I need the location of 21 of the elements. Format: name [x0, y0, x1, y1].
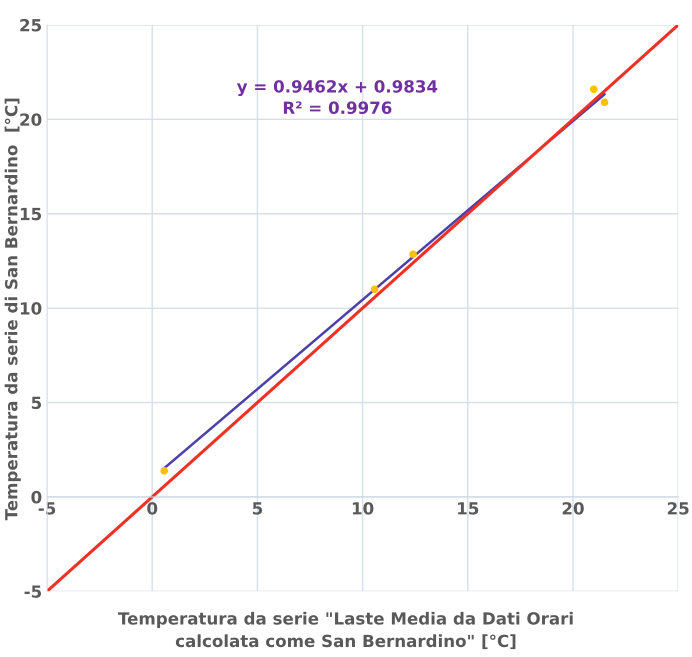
- point: [409, 250, 417, 258]
- point: [590, 85, 598, 93]
- point: [600, 98, 608, 106]
- y-tick-label: 20: [20, 113, 42, 126]
- point: [370, 285, 378, 294]
- x-tick-label: 15: [458, 502, 478, 515]
- y-tick-label: -5: [24, 585, 42, 598]
- y-tick-label: 5: [32, 396, 42, 410]
- annotation: y = 0.9462x + 0.9834 R² = 0.9976: [236, 80, 438, 114]
- y-axis-title: Temperatura da serie di San Bernardino [°C]: [4, 98, 21, 520]
- y-tick-label: 0: [31, 490, 42, 504]
- point: [160, 467, 168, 475]
- x-axis-title: Temperatura da serie "Laste Media da Dati Orari calcolata come San Bernardino" [°C]: [118, 612, 573, 650]
- x-tick-label: 20: [562, 502, 584, 515]
- y-tick-label: 25: [20, 18, 42, 32]
- x-tick-label: 0: [147, 502, 158, 515]
- y-tick-label: 15: [20, 208, 42, 220]
- x-tick-label: 10: [352, 502, 374, 515]
- x-tick-label: 5: [252, 502, 262, 515]
- x-tick-label: 25: [668, 502, 689, 515]
- y-tick-label: 10: [20, 302, 42, 315]
